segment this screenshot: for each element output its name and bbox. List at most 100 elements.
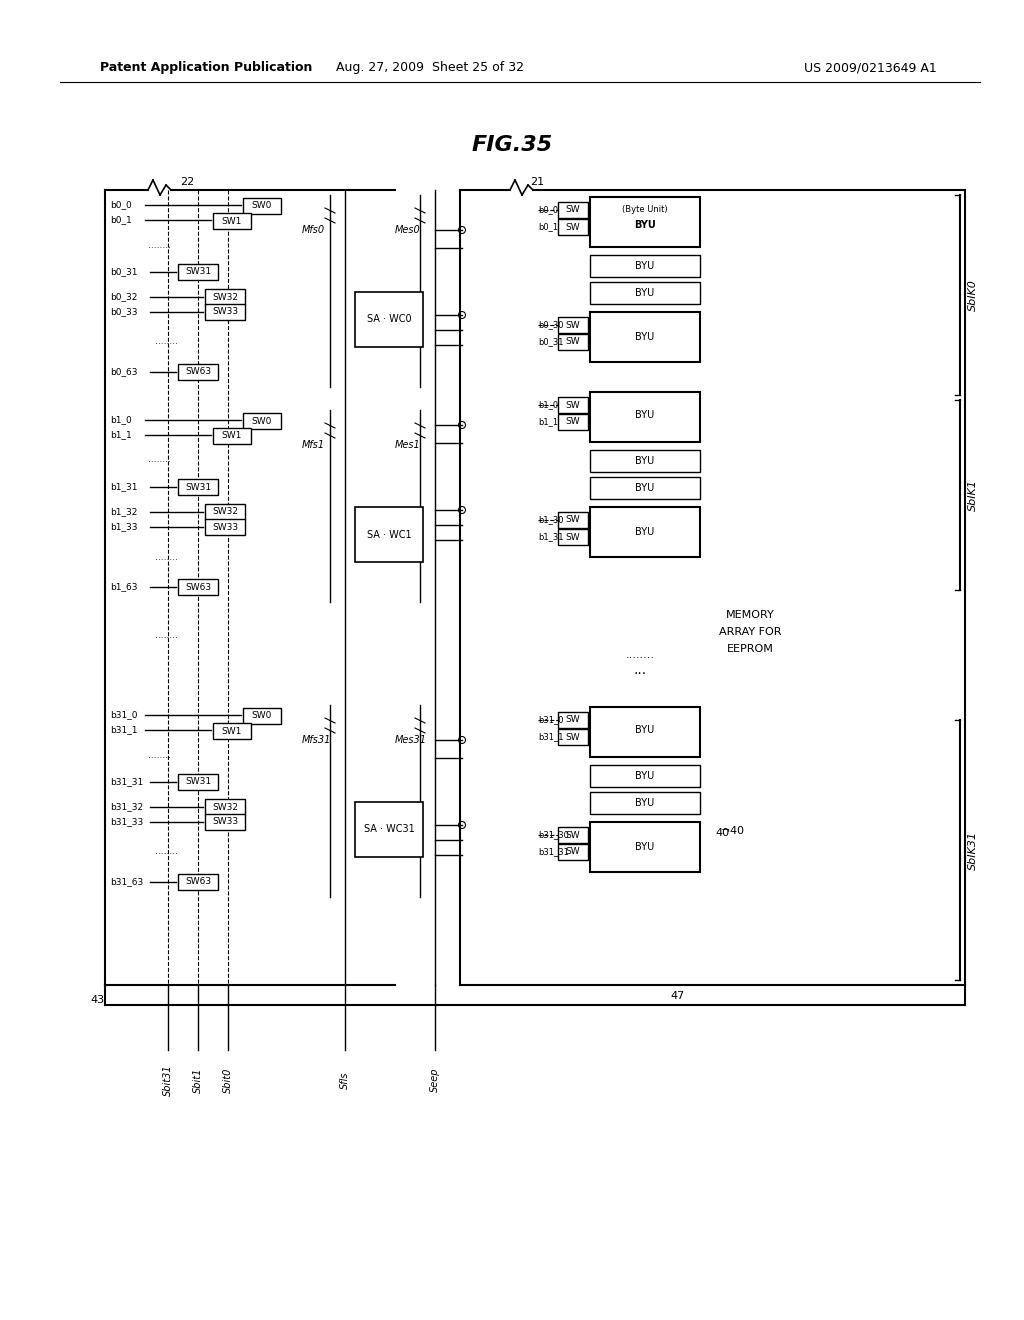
Text: b31_0: b31_0 xyxy=(110,710,137,719)
Text: b31_1: b31_1 xyxy=(538,733,563,742)
FancyBboxPatch shape xyxy=(558,529,588,545)
Text: SW0: SW0 xyxy=(252,417,272,425)
FancyBboxPatch shape xyxy=(205,504,245,520)
Text: b1_32: b1_32 xyxy=(110,507,137,516)
Text: SW: SW xyxy=(565,223,581,231)
Text: $\neg$40: $\neg$40 xyxy=(720,824,744,836)
FancyBboxPatch shape xyxy=(178,479,218,495)
FancyBboxPatch shape xyxy=(558,512,588,528)
FancyBboxPatch shape xyxy=(558,843,588,861)
Text: SW63: SW63 xyxy=(185,367,211,376)
Text: Mes31: Mes31 xyxy=(395,735,427,744)
FancyBboxPatch shape xyxy=(355,507,423,562)
Text: SW0: SW0 xyxy=(252,202,272,210)
Text: ........: ........ xyxy=(148,751,171,759)
Text: SW33: SW33 xyxy=(212,523,238,532)
Text: SW: SW xyxy=(565,206,581,214)
Text: EEPROM: EEPROM xyxy=(727,644,773,653)
Text: b0_0: b0_0 xyxy=(538,206,558,214)
Text: Sbit31: Sbit31 xyxy=(163,1064,173,1096)
FancyBboxPatch shape xyxy=(590,197,700,247)
Text: BYU: BYU xyxy=(635,771,654,781)
Text: BYU: BYU xyxy=(635,333,654,342)
FancyBboxPatch shape xyxy=(558,711,588,729)
Text: SA · WC31: SA · WC31 xyxy=(364,825,415,834)
FancyBboxPatch shape xyxy=(558,334,588,350)
Text: b31_31: b31_31 xyxy=(538,847,569,857)
Text: 47: 47 xyxy=(670,991,684,1001)
Text: SW32: SW32 xyxy=(212,293,238,301)
Text: b1_1: b1_1 xyxy=(110,430,132,440)
Text: b0_33: b0_33 xyxy=(110,308,137,317)
Text: SW32: SW32 xyxy=(212,803,238,812)
Text: ........: ........ xyxy=(155,631,178,639)
Text: SW63: SW63 xyxy=(185,582,211,591)
FancyBboxPatch shape xyxy=(213,428,251,444)
FancyBboxPatch shape xyxy=(213,213,251,228)
FancyBboxPatch shape xyxy=(558,202,588,218)
Text: 21: 21 xyxy=(530,177,544,187)
FancyBboxPatch shape xyxy=(558,219,588,235)
Text: Mes1: Mes1 xyxy=(395,440,421,450)
Text: ........: ........ xyxy=(155,847,178,857)
Text: MEMORY: MEMORY xyxy=(726,610,774,620)
Text: b1_0: b1_0 xyxy=(110,416,132,425)
Text: BYU: BYU xyxy=(634,220,656,230)
Text: BYU: BYU xyxy=(635,483,654,492)
Text: b0_1: b0_1 xyxy=(110,215,132,224)
FancyBboxPatch shape xyxy=(213,723,251,739)
FancyBboxPatch shape xyxy=(590,766,700,787)
Text: BYU: BYU xyxy=(635,288,654,298)
FancyBboxPatch shape xyxy=(558,828,588,843)
FancyBboxPatch shape xyxy=(243,198,281,214)
Text: b1_31: b1_31 xyxy=(110,483,137,491)
Text: SW: SW xyxy=(565,338,581,346)
Text: ........: ........ xyxy=(155,553,178,561)
Text: Sfls: Sfls xyxy=(340,1072,350,1089)
Text: b1_0: b1_0 xyxy=(538,400,558,409)
FancyBboxPatch shape xyxy=(205,289,245,305)
Text: SbIK1: SbIK1 xyxy=(968,479,978,511)
FancyBboxPatch shape xyxy=(590,392,700,442)
FancyBboxPatch shape xyxy=(205,304,245,319)
Text: Patent Application Publication: Patent Application Publication xyxy=(100,62,312,74)
Text: ........: ........ xyxy=(148,240,171,249)
Text: (Byte Unit): (Byte Unit) xyxy=(623,206,668,214)
FancyBboxPatch shape xyxy=(355,292,423,347)
FancyBboxPatch shape xyxy=(590,450,700,473)
Text: US 2009/0213649 A1: US 2009/0213649 A1 xyxy=(804,62,936,74)
FancyBboxPatch shape xyxy=(178,264,218,280)
Text: BYU: BYU xyxy=(635,261,654,271)
Text: SW63: SW63 xyxy=(185,878,211,887)
FancyBboxPatch shape xyxy=(178,579,218,595)
Text: Mfs31: Mfs31 xyxy=(302,735,332,744)
Text: ........: ........ xyxy=(148,455,171,465)
FancyBboxPatch shape xyxy=(178,874,218,890)
Text: SW: SW xyxy=(565,715,581,725)
Text: Mes0: Mes0 xyxy=(395,224,421,235)
Text: SW33: SW33 xyxy=(212,308,238,317)
Text: SW: SW xyxy=(565,830,581,840)
FancyBboxPatch shape xyxy=(590,477,700,499)
Text: b0_63: b0_63 xyxy=(110,367,137,376)
Text: ........: ........ xyxy=(626,649,654,660)
FancyBboxPatch shape xyxy=(178,364,218,380)
Text: Seep: Seep xyxy=(430,1068,440,1092)
Text: b0_30: b0_30 xyxy=(538,321,563,330)
Text: SbIK31: SbIK31 xyxy=(968,830,978,870)
Text: Aug. 27, 2009  Sheet 25 of 32: Aug. 27, 2009 Sheet 25 of 32 xyxy=(336,62,524,74)
Text: SW1: SW1 xyxy=(222,726,243,735)
Text: b1_33: b1_33 xyxy=(110,523,137,532)
Text: BYU: BYU xyxy=(635,411,654,420)
Text: SW1: SW1 xyxy=(222,216,243,226)
Text: SW: SW xyxy=(565,321,581,330)
Text: b0_32: b0_32 xyxy=(110,293,137,301)
FancyBboxPatch shape xyxy=(558,317,588,333)
Text: SA · WC0: SA · WC0 xyxy=(367,314,412,325)
FancyBboxPatch shape xyxy=(590,708,700,756)
Text: b0_1: b0_1 xyxy=(538,223,558,231)
Text: SW31: SW31 xyxy=(185,777,211,787)
Text: SW: SW xyxy=(565,417,581,426)
FancyBboxPatch shape xyxy=(590,282,700,304)
Text: SW: SW xyxy=(565,847,581,857)
